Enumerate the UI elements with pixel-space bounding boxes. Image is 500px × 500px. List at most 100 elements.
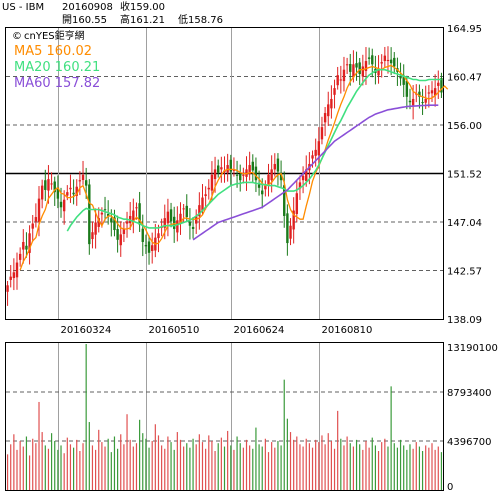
high-label: 高161.21 <box>120 13 165 26</box>
candle-body <box>298 182 302 189</box>
candle-body <box>135 207 138 209</box>
candle-body <box>371 55 374 65</box>
candle-body <box>311 155 314 159</box>
candle-body <box>232 169 236 171</box>
candle-body <box>361 66 365 77</box>
candle-body <box>358 62 361 75</box>
price-tick-label: 151.52 <box>447 170 482 181</box>
candle-body <box>292 210 295 230</box>
candle-body <box>78 180 82 182</box>
candle-body <box>389 59 393 64</box>
candle-body <box>289 225 292 239</box>
candle-body <box>119 234 122 246</box>
candle-body <box>393 57 396 67</box>
candle-body <box>399 76 402 79</box>
candle-body <box>210 174 214 191</box>
candle-body <box>261 190 264 195</box>
candle-body <box>201 197 204 211</box>
candle-body <box>327 104 330 117</box>
candle-body <box>132 210 135 221</box>
candle-body <box>336 75 339 86</box>
candle-body <box>179 213 182 224</box>
candle-body <box>59 201 63 208</box>
candle-body <box>279 172 283 181</box>
candle-body <box>94 222 97 235</box>
candle-body <box>72 192 75 195</box>
candle-body <box>267 174 270 185</box>
candle-body <box>213 169 217 180</box>
candle-body <box>217 165 220 173</box>
candle-body <box>9 276 12 280</box>
candle-body <box>28 233 31 253</box>
candle-body <box>50 183 53 185</box>
price-tick-label: 156.00 <box>447 121 482 132</box>
candle-body <box>345 64 349 66</box>
candle-body <box>283 185 286 216</box>
candle-body <box>276 158 280 172</box>
candle-body <box>339 79 343 81</box>
candle-body <box>270 169 273 181</box>
legend-ma5: MA5 160.02 <box>14 44 92 59</box>
candle-body <box>84 180 88 186</box>
price-panel-frame <box>5 27 444 320</box>
candle-body <box>198 205 201 217</box>
candle-body <box>330 98 333 109</box>
candle-body <box>188 222 192 226</box>
candle-body <box>367 57 371 59</box>
candle-body <box>147 241 151 253</box>
candle-body <box>75 186 78 196</box>
candle-body <box>421 102 424 104</box>
candle-body <box>295 193 299 214</box>
candle-body <box>342 69 346 82</box>
candle-body <box>106 214 110 216</box>
candle-body <box>172 216 176 229</box>
candle-body <box>317 141 321 156</box>
candle-body <box>81 174 85 180</box>
candle-body <box>34 217 38 222</box>
candle-body <box>349 64 352 72</box>
date-tick-label: 20160324 <box>61 325 112 336</box>
price-tick-label: 147.04 <box>447 218 482 229</box>
candle-body <box>424 98 427 103</box>
candle-body <box>100 212 104 215</box>
candle-body <box>116 229 119 240</box>
candle-body <box>418 91 421 97</box>
candle-body <box>242 174 245 176</box>
candle-body <box>191 226 195 229</box>
price-tick-label: 142.57 <box>447 266 482 277</box>
candle-body <box>248 165 251 175</box>
candle-body <box>37 198 41 223</box>
date-tick-label: 20160810 <box>322 325 373 336</box>
candle-body <box>166 211 170 224</box>
candle-body <box>207 187 210 190</box>
candle-body <box>88 184 91 245</box>
candle-body <box>12 272 16 279</box>
price-tick-label: 138.09 <box>447 315 482 326</box>
candle-body <box>427 92 431 94</box>
candle-body <box>408 100 412 103</box>
candle-body <box>220 167 223 170</box>
candle-body <box>110 218 113 223</box>
open-label: 開160.55 <box>62 14 107 26</box>
volume-panel-frame <box>5 342 444 491</box>
candle-body <box>239 174 242 181</box>
candle-body <box>138 203 141 225</box>
candle-body <box>40 185 44 200</box>
candle-body <box>405 80 409 97</box>
candle-body <box>411 98 415 106</box>
candle-body <box>47 179 50 191</box>
ma20-line <box>66 68 442 232</box>
candle-body <box>15 262 19 278</box>
candle-body <box>323 113 327 123</box>
candle-body <box>62 199 66 212</box>
volume-tick-label: 13190100 <box>447 343 498 354</box>
candle-body <box>257 184 261 188</box>
ma60-line <box>192 104 439 241</box>
candle-body <box>56 187 60 199</box>
candle-body <box>163 218 166 228</box>
candle-body <box>150 245 154 251</box>
candle-body <box>437 82 440 86</box>
candle-body <box>383 55 387 62</box>
candle-body <box>113 217 116 231</box>
